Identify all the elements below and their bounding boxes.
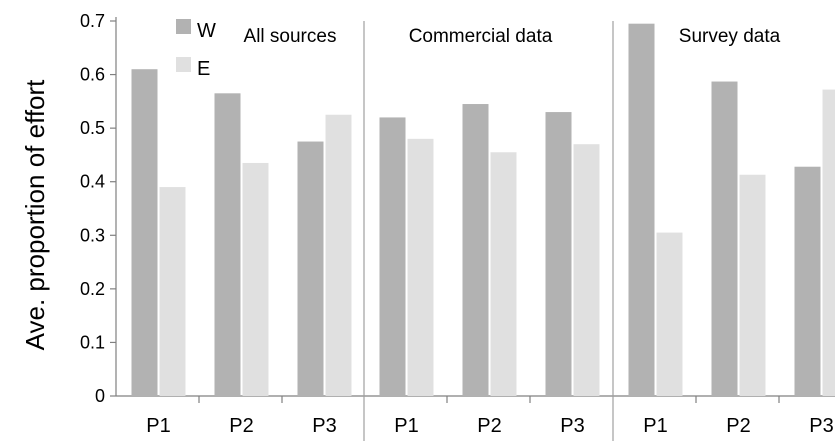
bar-E-P1 bbox=[159, 187, 186, 396]
legend-swatch-E bbox=[176, 57, 191, 72]
bar-W-P2 bbox=[214, 93, 241, 397]
bar-E-P1 bbox=[656, 232, 683, 396]
y-tick-label: 0 bbox=[95, 386, 105, 406]
x-tick-label: P2 bbox=[229, 415, 253, 437]
y-axis-title: Ave. proportion of effort bbox=[20, 79, 50, 351]
x-tick-label: P1 bbox=[146, 415, 170, 437]
x-tick-label: P1 bbox=[643, 415, 667, 437]
x-tick-label: P2 bbox=[726, 415, 750, 437]
bar-W-P3 bbox=[545, 112, 572, 397]
x-tick-label: P1 bbox=[394, 415, 418, 437]
bar-W-P1 bbox=[131, 69, 158, 396]
legend-label-W: W bbox=[197, 20, 216, 42]
bar-W-P3 bbox=[794, 166, 821, 396]
y-tick-label: 0.6 bbox=[80, 65, 105, 85]
bar-W-P2 bbox=[462, 104, 489, 397]
legend-label-E: E bbox=[197, 58, 210, 80]
y-tick-label: 0.3 bbox=[80, 225, 105, 245]
bar-E-P3 bbox=[822, 89, 835, 397]
bar-W-P1 bbox=[379, 117, 406, 396]
x-tick-label: P3 bbox=[312, 415, 336, 437]
panel-title: Commercial data bbox=[409, 26, 553, 47]
y-tick-label: 0.4 bbox=[80, 172, 105, 192]
bar-E-P2 bbox=[739, 174, 766, 396]
bar-W-P2 bbox=[711, 81, 738, 397]
panel-title: Survey data bbox=[679, 26, 781, 47]
panel-title: All sources bbox=[244, 26, 337, 47]
y-axis: 0 0.1 0.2 0.3 0.4 0.5 0.6 0.7 bbox=[80, 11, 117, 406]
panel-3: Survey data P1 P2 P3 bbox=[628, 23, 835, 437]
bar-E-P3 bbox=[573, 144, 600, 396]
panel-1: All sources P1 P2 P3 bbox=[131, 26, 352, 437]
y-tick-label: 0.7 bbox=[80, 11, 105, 31]
panel-2: Commercial data P1 P2 P3 bbox=[379, 26, 600, 437]
bar-W-P1 bbox=[628, 23, 655, 397]
bar-W-P3 bbox=[297, 141, 324, 396]
bar-E-P1 bbox=[407, 138, 434, 396]
bar-E-P2 bbox=[490, 152, 517, 396]
legend-swatch-W bbox=[176, 19, 191, 34]
bar-E-P2 bbox=[242, 162, 269, 396]
y-tick-label: 0.5 bbox=[80, 118, 105, 138]
y-tick-label: 0.1 bbox=[80, 332, 105, 352]
x-tick-label: P2 bbox=[477, 415, 501, 437]
legend: WE bbox=[176, 19, 216, 80]
x-tick-label: P3 bbox=[560, 415, 584, 437]
y-tick-label: 0.2 bbox=[80, 279, 105, 299]
bar-E-P3 bbox=[325, 114, 352, 396]
x-tick-label: P3 bbox=[809, 415, 833, 437]
